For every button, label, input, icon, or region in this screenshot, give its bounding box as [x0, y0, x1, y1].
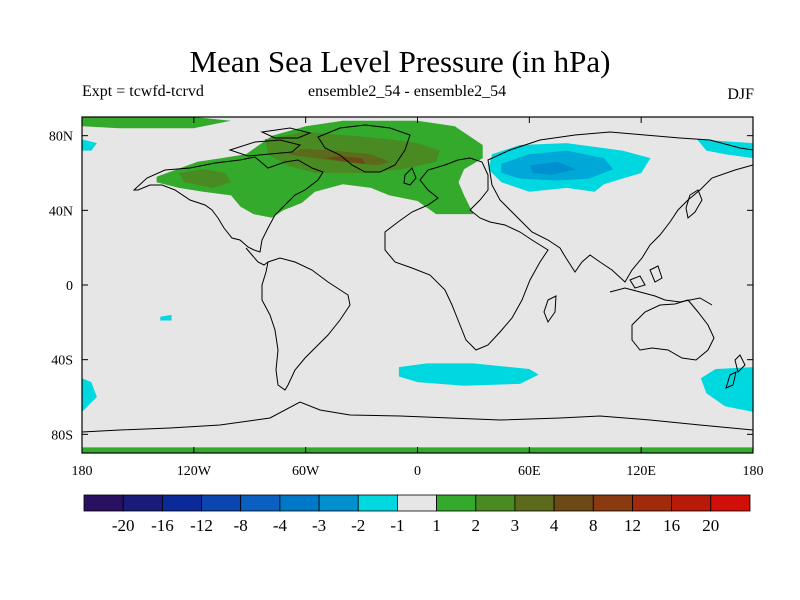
coastline-australia [631, 299, 715, 361]
colorbar-label: 1 [432, 516, 441, 535]
coastline-madagascar [543, 295, 557, 324]
colorbar-label: 3 [511, 516, 520, 535]
colorbar-swatch [318, 494, 359, 512]
coastline-japan [685, 189, 703, 219]
y-tick-label: 40S [51, 354, 73, 369]
ensemble-label: ensemble2_54 - ensemble2_54 [308, 83, 507, 100]
axis-ticks: 180 120W 60W 0 60E 120E 180 80N 40N 0 40S 80S [49, 117, 764, 479]
colorbar-swatch [671, 494, 712, 512]
pressure-region-12 [82, 378, 97, 412]
colorbar-label: 2 [472, 516, 481, 535]
coastline-north-america [132, 156, 324, 253]
x-tick-label: 180 [72, 464, 93, 479]
colorbar-label: -20 [112, 516, 135, 535]
pressure-region-15 [529, 161, 576, 175]
pressure-region-13 [160, 314, 172, 321]
colorbar-swatch [592, 494, 633, 512]
coastline-asia [487, 131, 753, 283]
coastline-central-america [245, 247, 269, 266]
y-tick-label: 0 [66, 279, 73, 294]
colorbar-label: -8 [234, 516, 248, 535]
colorbar-label: 16 [663, 516, 680, 535]
pressure-fill-layer [82, 117, 753, 453]
colorbar: -20 -16 -12 -8 -4 -3 -2 -1 1 2 3 4 8 12 16 20 [83, 494, 751, 535]
colorbar-swatch [83, 494, 124, 512]
colorbar-swatch [357, 494, 398, 512]
pressure-region-4 [178, 169, 232, 188]
colorbar-swatch [279, 494, 320, 512]
colorbar-swatch [240, 494, 281, 512]
colorbar-swatch [553, 494, 594, 512]
x-tick-label: 120E [626, 464, 656, 479]
y-tick-label: 80N [49, 130, 73, 145]
x-tick-label: 0 [414, 464, 421, 479]
colorbar-swatch [201, 494, 242, 512]
x-tick-label: 60W [292, 464, 320, 479]
colorbar-swatch [396, 494, 437, 512]
colorbar-label: -16 [151, 516, 174, 535]
colorbar-label: -1 [390, 516, 404, 535]
colorbar-swatch [710, 494, 751, 512]
coastline-greenland [317, 124, 411, 173]
colorbar-swatch [436, 494, 477, 512]
coastline-europe-africa [384, 157, 549, 351]
coastline-antarctica [82, 401, 753, 433]
pressure-region-9 [82, 139, 97, 151]
colorbar-swatch [161, 494, 202, 512]
colorbar-label: -2 [351, 516, 365, 535]
pressure-region-6 [324, 156, 366, 164]
coastline-indonesia [609, 265, 713, 306]
x-tick-label: 60E [518, 464, 541, 479]
colorbar-label: 4 [550, 516, 559, 535]
y-tick-label: 80S [51, 428, 73, 443]
experiment-label: Expt = tcwfd-tcrvd [82, 83, 204, 100]
colorbar-label: -4 [273, 516, 288, 535]
pressure-region-10 [398, 363, 539, 386]
coastline-britain [403, 167, 417, 186]
colorbar-label: 8 [589, 516, 598, 535]
colorbar-label: -12 [190, 516, 213, 535]
colorbar-swatch [632, 494, 673, 512]
y-tick-label: 40N [49, 204, 73, 219]
colorbar-swatch [122, 494, 163, 512]
coastline-arctic-islands [228, 127, 312, 157]
x-tick-label: 120W [177, 464, 212, 479]
colorbar-swatch [514, 494, 555, 512]
colorbar-label: 20 [702, 516, 719, 535]
pressure-region-11 [700, 367, 753, 412]
coastline-south-america [261, 257, 351, 391]
coastline-new-zealand [725, 354, 746, 389]
coastlines [82, 124, 753, 433]
colorbar-label: 12 [624, 516, 641, 535]
pressure-region-8 [697, 139, 753, 159]
season-label: DJF [727, 86, 754, 103]
x-tick-label: 180 [743, 464, 764, 479]
chart-title: Mean Sea Level Pressure (in hPa) [189, 44, 611, 79]
colorbar-swatch [475, 494, 516, 512]
colorbar-label: -3 [312, 516, 326, 535]
